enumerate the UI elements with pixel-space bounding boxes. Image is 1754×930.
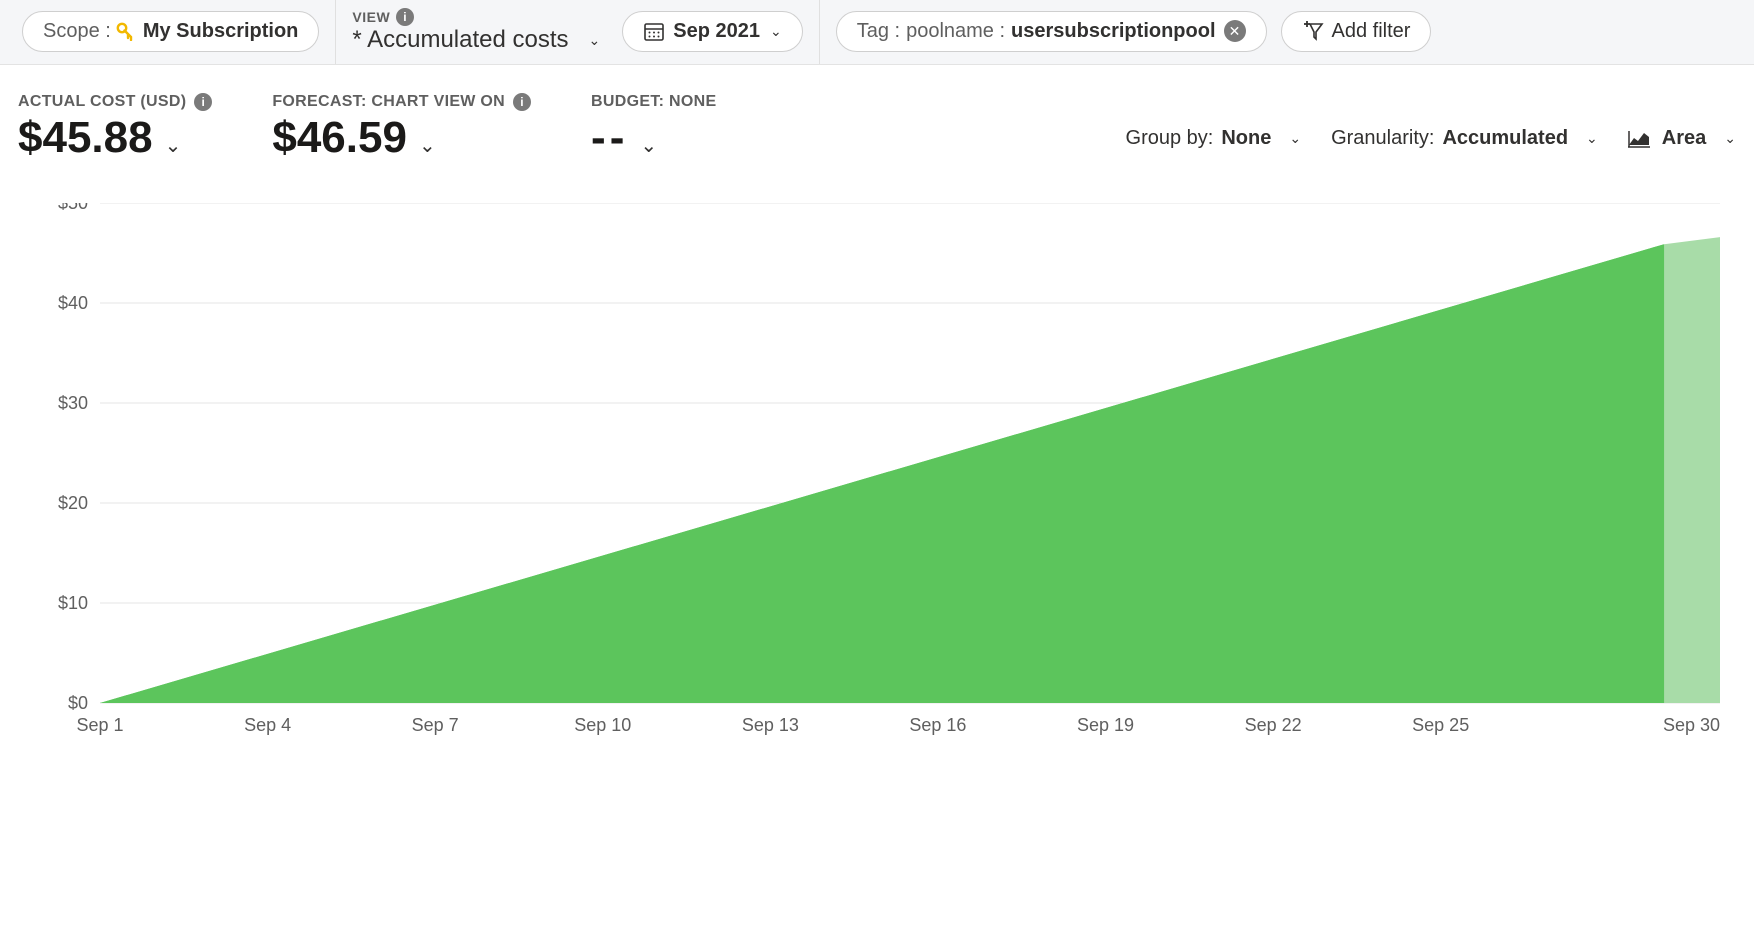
area-chart-icon [1628,130,1650,148]
chart-controls: Group by: None ⌄ Granularity: Accumulate… [1126,93,1736,150]
group-by-selector[interactable]: Group by: None ⌄ [1126,127,1302,150]
toolbar-divider [335,0,336,64]
key-icon [115,21,135,41]
chevron-down-icon: ⌄ [1289,130,1301,147]
forecast-label: FORECAST: CHART VIEW ON [272,93,505,111]
clear-tag-icon[interactable]: ✕ [1224,20,1246,42]
svg-text:Sep 19: Sep 19 [1077,715,1134,735]
svg-text:$40: $40 [58,293,88,313]
granularity-value: Accumulated [1442,127,1568,150]
chevron-down-icon: ⌄ [419,133,436,158]
svg-text:$20: $20 [58,493,88,513]
budget-value: -- [591,113,628,163]
view-selector[interactable]: VIEW i * Accumulated costs ⌄ [352,8,608,54]
tag-filter-chip[interactable]: Tag : poolname : usersubscriptionpool ✕ [836,11,1267,52]
add-filter-icon [1302,21,1324,41]
actual-cost-metric[interactable]: ACTUAL COST (USD) i $45.88 ⌄ [18,93,212,163]
tag-key: poolname : [906,20,1005,43]
chevron-down-icon: ⌄ [589,32,601,49]
add-filter-label: Add filter [1332,20,1411,43]
metrics-row: ACTUAL COST (USD) i $45.88 ⌄ FORECAST: C… [0,65,1754,163]
svg-text:Sep 7: Sep 7 [412,715,459,735]
svg-text:Sep 10: Sep 10 [574,715,631,735]
chevron-down-icon: ⌄ [640,133,657,158]
tag-label: Tag : [857,20,900,43]
svg-text:$50: $50 [58,203,88,213]
scope-selector[interactable]: Scope : My Subscription [22,11,319,52]
granularity-label: Granularity: [1331,127,1434,150]
date-value: Sep 2021 [673,20,760,43]
svg-text:Sep 22: Sep 22 [1245,715,1302,735]
svg-text:Sep 16: Sep 16 [909,715,966,735]
view-caption: VIEW [352,9,390,25]
chevron-down-icon: ⌄ [1586,130,1598,147]
budget-label: BUDGET: NONE [591,93,716,111]
group-by-value: None [1221,127,1271,150]
svg-text:Sep 13: Sep 13 [742,715,799,735]
chart-type-value: Area [1662,127,1706,150]
calendar-icon [643,20,665,42]
filter-toolbar: Scope : My Subscription VIEW i * Accumul… [0,0,1754,65]
chevron-down-icon: ⌄ [770,23,782,40]
budget-metric[interactable]: BUDGET: NONE -- ⌄ [591,93,716,163]
actual-cost-value: $45.88 [18,113,153,163]
svg-text:$30: $30 [58,393,88,413]
group-by-label: Group by: [1126,127,1214,150]
scope-value: My Subscription [143,20,299,43]
chevron-down-icon: ⌄ [165,133,182,158]
granularity-selector[interactable]: Granularity: Accumulated ⌄ [1331,127,1598,150]
actual-cost-label: ACTUAL COST (USD) [18,93,186,111]
svg-text:Sep 4: Sep 4 [244,715,291,735]
svg-text:$10: $10 [58,593,88,613]
cost-area-chart: $0 $10 $20 $30 $40 $50 Sep 1 Sep 4 Sep 7 Sep 10 Se… [20,203,1734,763]
add-filter-button[interactable]: Add filter [1281,11,1432,52]
forecast-value: $46.59 [272,113,407,163]
info-icon: i [396,8,414,26]
svg-text:$0: $0 [68,693,88,713]
view-value: * Accumulated costs [352,26,568,54]
toolbar-divider [819,0,820,64]
forecast-metric[interactable]: FORECAST: CHART VIEW ON i $46.59 ⌄ [272,93,531,163]
date-range-selector[interactable]: Sep 2021 ⌄ [622,11,802,52]
chevron-down-icon: ⌄ [1724,130,1736,147]
chart-type-selector[interactable]: Area ⌄ [1628,127,1736,150]
svg-text:Sep 30: Sep 30 [1663,715,1720,735]
info-icon: i [194,93,212,111]
svg-text:Sep 25: Sep 25 [1412,715,1469,735]
info-icon: i [513,93,531,111]
tag-value: usersubscriptionpool [1011,20,1215,43]
scope-label: Scope : [43,20,111,43]
svg-text:Sep 1: Sep 1 [76,715,123,735]
